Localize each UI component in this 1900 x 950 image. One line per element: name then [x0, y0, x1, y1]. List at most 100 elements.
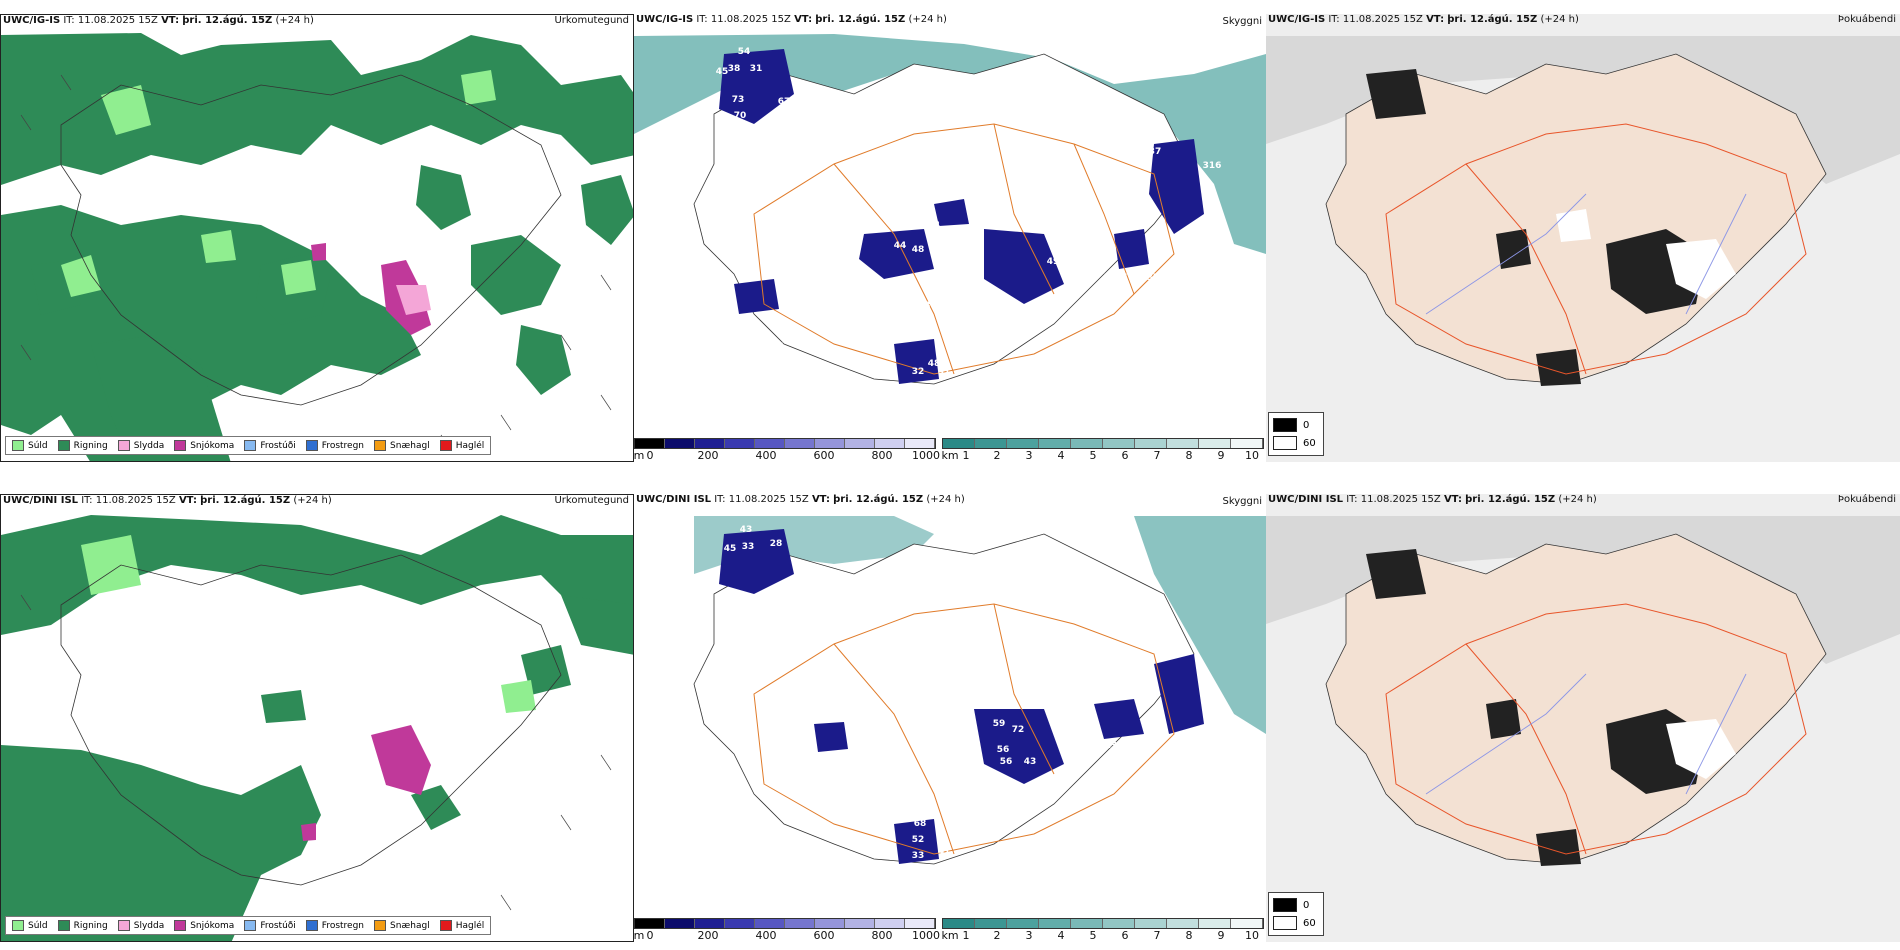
fog-map-svg [1266, 494, 1900, 942]
precip-map-svg [1, 495, 633, 941]
precip-type-legend: Súld Rigning Slydda Snjókoma Frostúði Fr… [5, 436, 492, 455]
cloud-base-label: 70 [733, 111, 747, 121]
panel-title: Þokuábendi [1837, 494, 1896, 505]
cloud-base-label: 72 [1011, 725, 1025, 735]
rivers [1425, 193, 1747, 315]
roads [1385, 123, 1807, 375]
fog-key: 0 60 [1268, 892, 1324, 936]
wind-barbs [20, 594, 612, 911]
cloud-base-label: 68 [913, 819, 927, 829]
drizzle-areas [61, 70, 496, 297]
roads [1385, 603, 1807, 855]
ceiling-colorbar-row1: m 0 200 400 600 800 1000 [633, 438, 940, 464]
cloud-base-label: 44 [893, 241, 907, 251]
panel-header: UWC/DINI ISL IT: 11.08.2025 15Z VT: þri.… [1268, 494, 1597, 505]
cloud-base-label: 54 [927, 221, 941, 231]
cloud-base-label: 67 [777, 97, 791, 107]
cloud-base-label: 41 [937, 847, 951, 857]
cloud-base-label: 33 [741, 542, 755, 552]
panel-header: UWC/DINI ISL IT: 11.08.2025 15Z VT: þri.… [636, 494, 965, 505]
cloud-base-label: 135 [1104, 741, 1124, 751]
cloud-base-label: 316 [1202, 161, 1222, 171]
cloud-base-label: 43 [1023, 757, 1037, 767]
low-cloud-areas [719, 529, 1204, 864]
cloud-base-label: 45 [715, 67, 729, 77]
road-network [753, 603, 1175, 855]
cloud-base-label: 78 [1139, 597, 1153, 607]
ceiling-colorbar-row2: m 0 200 400 600 800 1000 [634, 918, 940, 944]
panel-title: Úrkomutegund [554, 495, 629, 506]
cloud-base-label: 77 [770, 342, 784, 352]
fog-light-areas [1666, 719, 1736, 779]
ceiling-map-svg [634, 14, 1266, 462]
cloud-base-label: 56 [996, 745, 1010, 755]
fog-map-svg [1266, 14, 1900, 462]
cloud-base-label: 31 [749, 64, 763, 74]
cloud-base-label: 45 [723, 544, 737, 554]
fog-dark-areas [1366, 549, 1706, 866]
cloud-base-label: 238 [911, 301, 931, 311]
cloud-base-label: 48 [911, 245, 925, 255]
precip-type-map-row1: UWC/IG-IS IT: 11.08.2025 15Z VT: þri. 12… [0, 14, 634, 462]
precip-type-map-row2: UWC/DINI ISL IT: 11.08.2025 15Z VT: þri.… [0, 494, 634, 942]
cloud-base-label: 54 [947, 713, 961, 723]
cloud-base-label: 33 [911, 851, 925, 861]
panel-header: UWC/IG-IS IT: 11.08.2025 15Z VT: þri. 12… [3, 15, 314, 26]
drizzle-areas [81, 535, 536, 713]
low-cloud-areas [719, 49, 1204, 384]
cloud-base-labels-row2: 43 45 33 28 102 54 59 72 56 56 43 39 33 41 135 68 52 33 41… [634, 494, 1266, 942]
rivers [1425, 673, 1747, 795]
fog-key: 0 60 [1268, 412, 1324, 456]
cloud-base-label: 73 [731, 95, 745, 105]
unit: m [633, 449, 645, 462]
cloud-base-label: 33 [1041, 789, 1055, 799]
cloud-base-label: 32 [911, 367, 925, 377]
cloud-base-label: 37 [1148, 147, 1162, 157]
cloud-base-label: 87 [1052, 231, 1066, 241]
cloud-base-label: 53 [1103, 273, 1117, 283]
precip-map-svg [1, 15, 633, 461]
cloud-base-label: 41 [1141, 741, 1155, 751]
cloud-base-label: 38 [727, 64, 741, 74]
visibility-colorbar-row2: km 1 2 3 4 5 6 7 8 9 10 [941, 918, 1264, 944]
precip-type-legend: Súld Rigning Slydda Snjókoma Frostúði Fr… [5, 916, 492, 935]
snow-areas [301, 725, 431, 841]
cloud-base-label: 51 [939, 239, 953, 249]
road-network [753, 123, 1175, 375]
cloud-base-label: 52 [911, 835, 925, 845]
cloud-base-label: 28 [769, 539, 783, 549]
cloud-base-label: 37 [1146, 273, 1160, 283]
cloud-base-label: 48 [927, 359, 941, 369]
ceiling-visibility-map-row1: UWC/IG-IS IT: 11.08.2025 15Z VT: þri. 12… [634, 14, 1266, 462]
ceiling-visibility-map-row2: UWC/DINI ISL IT: 11.08.2025 15Z VT: þri.… [634, 494, 1266, 942]
cloud-base-label: 49 [1046, 257, 1060, 267]
panel-title: Úrkomutegund [554, 15, 629, 26]
cloud-base-labels-row1: 54 38 31 45 73 70 67 321 54 51 44 48 87 49 52 52 53 37 57 5… [634, 14, 1266, 462]
cloud-base-label: 78 [962, 349, 976, 359]
cloud-base-label: 52 [1063, 277, 1077, 287]
cloud-base-label: 52 [1077, 261, 1091, 271]
cloud-base-label: 57 [1114, 273, 1128, 283]
cloud-base-label: 43 [739, 525, 753, 535]
panel-header: UWC/DINI ISL IT: 11.08.2025 15Z VT: þri.… [3, 495, 332, 506]
coastline [60, 554, 562, 886]
cloud-base-label: 59 [992, 719, 1006, 729]
cloud-base-label: 76 [984, 333, 998, 343]
cloud-base-label: 54 [737, 47, 751, 57]
panel-header: UWC/IG-IS IT: 11.08.2025 15Z VT: þri. 12… [636, 14, 947, 25]
rain-areas [1, 515, 633, 941]
rain-areas [1, 33, 633, 461]
cloud-base-label: 95 [747, 811, 761, 821]
cloud-base-label: 39 [1047, 775, 1061, 785]
fog-indicator-map-row1: UWC/IG-IS IT: 11.08.2025 15Z VT: þri. 12… [1266, 14, 1900, 462]
visibility-colorbar-row1: km 1 2 3 4 5 6 7 8 9 10 [941, 438, 1264, 464]
panel-title: Skyggni [1222, 496, 1262, 507]
ceiling-map-svg [634, 494, 1266, 942]
cloud-base-label: 23 [987, 309, 1001, 319]
panel-header: UWC/IG-IS IT: 11.08.2025 15Z VT: þri. 12… [1268, 14, 1579, 25]
fog-light-areas [1556, 209, 1736, 299]
cloud-base-label: 321 [764, 143, 784, 153]
fog-indicator-map-row2: UWC/DINI ISL IT: 11.08.2025 15Z VT: þri.… [1266, 494, 1900, 942]
cloud-base-label: 102 [784, 581, 804, 591]
coastline [60, 74, 562, 406]
